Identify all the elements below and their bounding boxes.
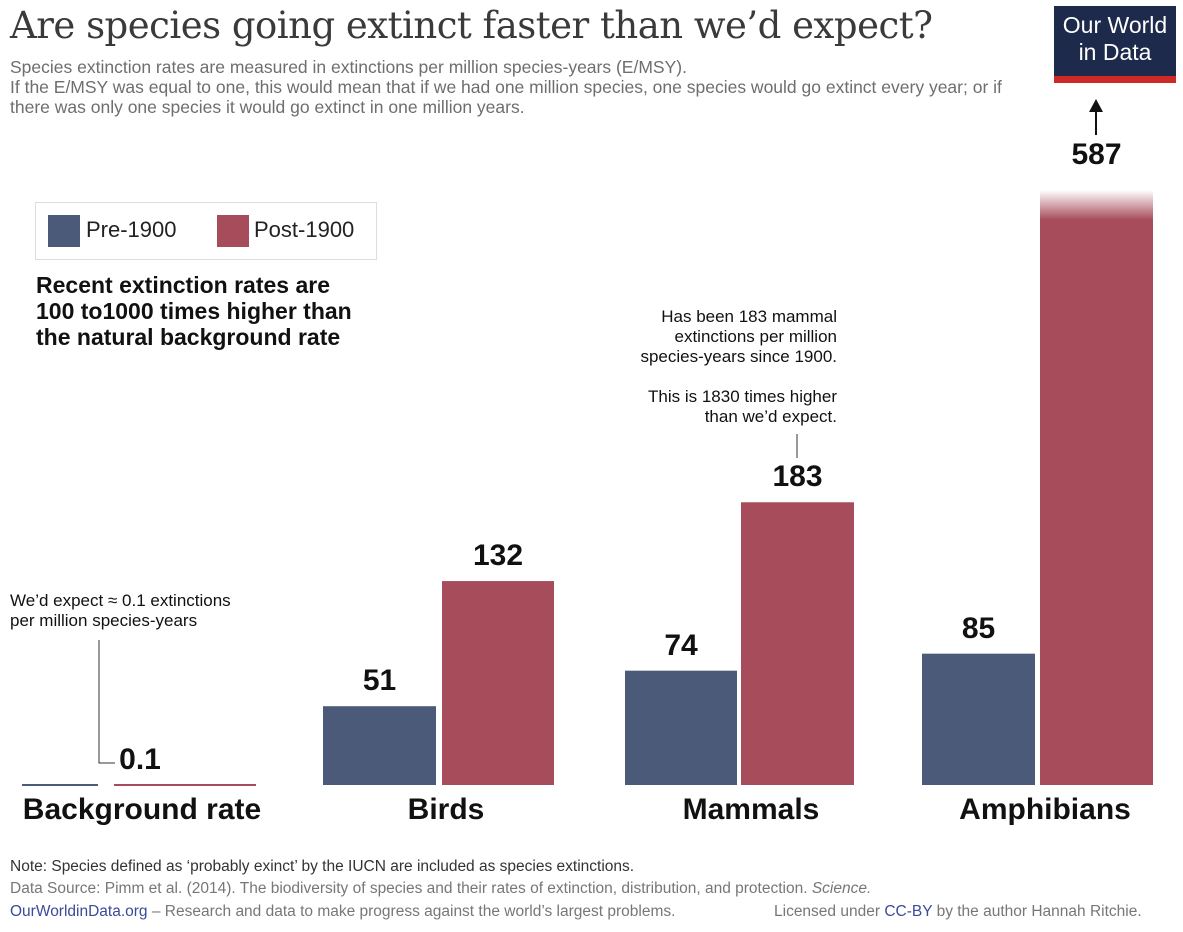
annotation-line: than we’d expect.	[704, 407, 837, 426]
legend-label-pre: Pre-1900	[86, 217, 177, 242]
arrow-up-icon	[1089, 99, 1103, 112]
chart-subtitle: Species extinction rates are measured in…	[10, 57, 1010, 117]
tagline: – Research and data to make progress aga…	[147, 903, 676, 920]
bar-post-1900	[1040, 220, 1153, 785]
headline-line: the natural background rate	[36, 324, 341, 350]
data-label: 587	[1071, 138, 1122, 171]
data-label: 183	[772, 460, 823, 494]
headline-line: Recent extinction rates are	[36, 272, 331, 298]
chart-title: Are species going extinct faster than we…	[10, 4, 933, 47]
data-label: 51	[362, 664, 397, 698]
source-journal: Science.	[811, 880, 872, 897]
data-label: 74	[664, 628, 698, 662]
subtitle-line: Species extinction rates are measured in…	[10, 57, 687, 77]
license-link[interactable]: CC-BY	[884, 903, 933, 920]
logo-text: Our World	[1062, 12, 1168, 38]
data-label: 132	[472, 539, 524, 573]
legend-swatch-pre	[48, 215, 80, 247]
category-label: Birds	[407, 793, 485, 826]
headline-annotation: Recent extinction rates are 100 to1000 t…	[36, 272, 352, 350]
data-label: 85	[961, 611, 996, 645]
bar-pre-1900	[922, 653, 1035, 785]
headline-line: 100 to1000 times higher than	[36, 298, 352, 324]
license-author: by the author Hannah Ritchie.	[932, 903, 1142, 920]
mammals-annotation: Has been 183 mammal extinctions per mill…	[560, 307, 837, 427]
bar-post-1900	[114, 784, 256, 786]
footer-source: Data Source: Pimm et al. (2014). The bio…	[10, 880, 871, 898]
source-text: Data Source: Pimm et al. (2014). The bio…	[10, 880, 812, 897]
bar-post-1900	[442, 581, 554, 785]
bar-break-fade	[1040, 190, 1153, 220]
footer-note: Note: Species defined as ‘probably exinc…	[10, 858, 635, 875]
annotation-line: We’d expect ≈ 0.1 extinctions	[10, 591, 231, 610]
logo-text: in Data	[1078, 39, 1152, 65]
data-label: 0.1	[119, 743, 161, 776]
legend-label-post: Post-1900	[254, 217, 355, 242]
subtitle-line: If the E/MSY was equal to one, this woul…	[10, 77, 1002, 117]
annotation-line: per million species-years	[10, 611, 198, 630]
category-label: Mammals	[682, 793, 820, 826]
legend: Pre-1900 Post-1900	[35, 202, 377, 260]
annotation-line: Has been 183 mammal	[661, 307, 837, 326]
background-leader-line	[98, 640, 115, 764]
annotation-line: species-years since 1900.	[640, 347, 837, 366]
owid-logo[interactable]: Our World in Data	[1054, 6, 1176, 83]
category-label: Background rate	[22, 793, 262, 826]
footer-license: Licensed under CC-BY by the author Hanna…	[774, 903, 1142, 921]
bar-post-1900	[741, 502, 854, 785]
footer-site: OurWorldinData.org – Research and data t…	[10, 903, 675, 921]
bar-pre-1900	[22, 784, 98, 786]
annotation-line: extinctions per million	[674, 327, 837, 346]
category-label: Amphibians	[959, 793, 1131, 826]
license-text: Licensed under	[774, 903, 885, 920]
bar-pre-1900	[625, 670, 737, 785]
bar-pre-1900	[323, 706, 436, 785]
legend-swatch-post	[217, 215, 249, 247]
site-link[interactable]: OurWorldinData.org	[10, 903, 148, 920]
background-annotation: We’d expect ≈ 0.1 extinctions per millio…	[10, 591, 231, 631]
annotation-line: This is 1830 times higher	[648, 387, 837, 406]
